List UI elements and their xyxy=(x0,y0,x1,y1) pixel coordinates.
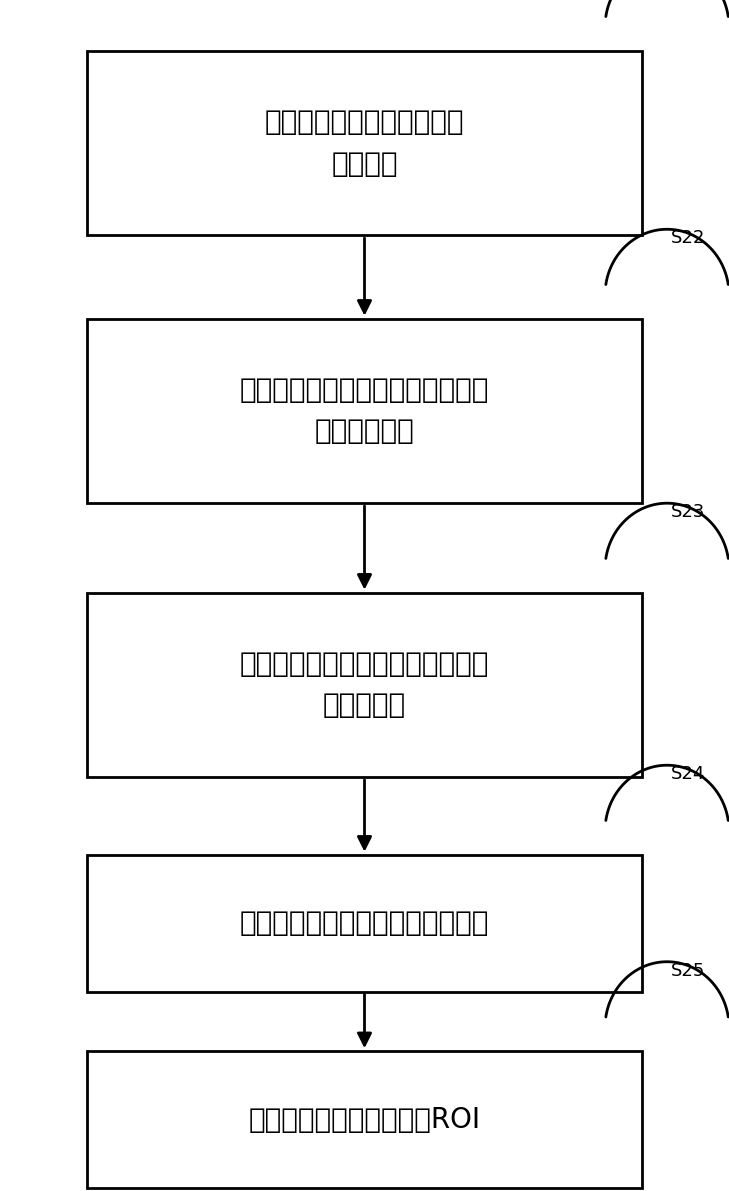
Text: S23: S23 xyxy=(671,503,705,522)
Bar xyxy=(87,1052,642,1189)
Text: 确定以圆心为四个顶点的ROI: 确定以圆心为四个顶点的ROI xyxy=(249,1105,480,1134)
Text: S22: S22 xyxy=(671,229,705,248)
Bar xyxy=(87,593,642,778)
Text: S24: S24 xyxy=(671,765,705,784)
Text: 选取相关系数最大的圆形模板与圆
形区域匹配: 选取相关系数最大的圆形模板与圆 形区域匹配 xyxy=(240,650,489,719)
Text: S25: S25 xyxy=(671,961,705,979)
Bar xyxy=(87,318,642,503)
Bar xyxy=(87,50,642,236)
Text: 计算圆形模板与特征标志圆形区域
匹配相关系数: 计算圆形模板与特征标志圆形区域 匹配相关系数 xyxy=(240,376,489,445)
Text: 拟合圆形区域边缘并确定圆心位置: 拟合圆形区域边缘并确定圆心位置 xyxy=(240,909,489,937)
Bar xyxy=(87,855,642,991)
Text: 读入采集到的特征标志旋转
序列图像: 读入采集到的特征标志旋转 序列图像 xyxy=(265,108,464,177)
